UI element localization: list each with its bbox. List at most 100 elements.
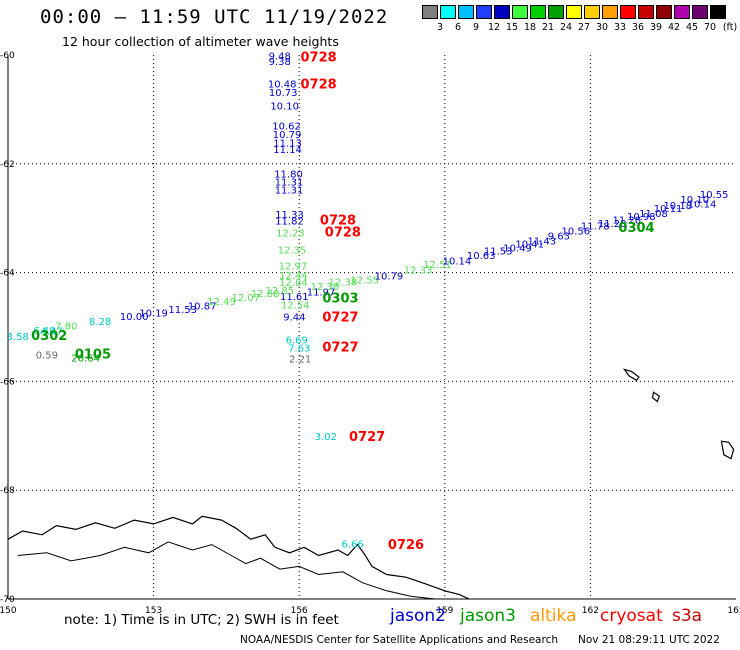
wave-height-reading: 11.82 bbox=[275, 217, 304, 228]
wave-height-reading: 12.51 bbox=[423, 260, 452, 271]
wave-height-reading: 10.62 bbox=[272, 122, 301, 133]
scale-swatch bbox=[494, 5, 510, 19]
scale-label: 30 bbox=[595, 22, 609, 33]
scale-label: 42 bbox=[667, 22, 681, 33]
lon-tick-label: 165 bbox=[727, 606, 740, 616]
scale-swatch bbox=[692, 5, 708, 19]
legend-jason3: jason3 bbox=[460, 606, 516, 626]
wave-height-reading: 10.98 bbox=[627, 212, 656, 223]
wave-height-reading: 6.69 bbox=[286, 335, 308, 346]
wave-height-reading: 6.66 bbox=[341, 539, 363, 550]
ice-shelf-edge bbox=[17, 541, 436, 600]
wave-height-reading: 11.78 bbox=[581, 222, 610, 233]
wave-height-reading: 12.54 bbox=[281, 301, 310, 312]
wave-height-reading: 12.55 bbox=[350, 275, 379, 286]
lat-tick-label: -70 bbox=[0, 595, 15, 605]
wave-height-reading: 7.80 bbox=[55, 322, 77, 333]
lat-tick-label: -60 bbox=[0, 51, 15, 61]
scale-swatch bbox=[512, 5, 528, 19]
lat-tick-label: -64 bbox=[0, 269, 15, 279]
wave-height-reading: 10.87 bbox=[188, 302, 217, 313]
wave-height-reading: 10.10 bbox=[270, 101, 299, 112]
wave-height-reading: 12.97 bbox=[279, 261, 308, 272]
wave-height-reading: 11.28 bbox=[612, 216, 641, 227]
scale-swatch bbox=[602, 5, 618, 19]
balleny-island bbox=[622, 368, 640, 382]
scale-swatch bbox=[440, 5, 456, 19]
scale-label: 3 bbox=[436, 22, 444, 33]
scale-label: 33 bbox=[613, 22, 627, 33]
lon-tick-label: 159 bbox=[436, 606, 453, 616]
scale-label: 21 bbox=[541, 22, 555, 33]
credit-line: NOAA/NESDIS Center for Satellite Applica… bbox=[240, 634, 558, 646]
wave-height-reading: 10.11 bbox=[654, 204, 683, 215]
pass-time-label: 0728 bbox=[325, 226, 361, 241]
pass-time-label: 0727 bbox=[349, 430, 385, 445]
pass-time-label: 0728 bbox=[301, 78, 337, 93]
wave-height-reading: 9.63 bbox=[548, 231, 570, 242]
pass-time-label: 0105 bbox=[75, 348, 111, 363]
wave-height-reading: 10.63 bbox=[467, 251, 496, 262]
scale-swatch bbox=[458, 5, 474, 19]
scale-swatch bbox=[422, 5, 438, 19]
scale-swatch bbox=[530, 5, 546, 19]
wave-height-reading: 11.80 bbox=[274, 169, 303, 180]
scale-unit: (ft) bbox=[722, 22, 738, 33]
scale-label: 24 bbox=[559, 22, 573, 33]
wave-height-reading: 11.61 bbox=[280, 292, 309, 303]
wave-height-reading: 2.21 bbox=[289, 354, 311, 365]
wave-height-reading: 10.55 bbox=[700, 190, 729, 201]
wave-height-reading: 11.31 bbox=[275, 178, 304, 189]
wave-height-reading: 10.48 bbox=[268, 80, 297, 91]
pass-time-label: 0302 bbox=[31, 329, 67, 344]
wave-height-reading: 11.31 bbox=[275, 186, 304, 197]
lon-tick-label: 156 bbox=[291, 606, 308, 616]
scale-label: 45 bbox=[685, 22, 699, 33]
scale-swatch bbox=[638, 5, 654, 19]
wave-height-reading: 12.85 bbox=[265, 286, 294, 297]
lon-tick-label: 150 bbox=[0, 606, 17, 616]
wave-height-reading: 10.56 bbox=[562, 227, 591, 238]
lon-tick-label: 162 bbox=[582, 606, 599, 616]
legend-s3a: s3a bbox=[672, 606, 703, 626]
scale-swatch bbox=[656, 5, 672, 19]
pass-time-label: 0728 bbox=[320, 214, 356, 229]
wave-height-reading: 7.63 bbox=[288, 343, 310, 354]
generated-timestamp: Nov 21 08:29:11 UTC 2022 bbox=[578, 634, 720, 646]
pass-time-label: 0303 bbox=[322, 292, 358, 307]
map-subtitle: 12 hour collection of altimeter wave hei… bbox=[62, 34, 339, 49]
wave-height-reading: 10.79 bbox=[273, 130, 302, 141]
scale-label: 27 bbox=[577, 22, 591, 33]
pass-time-label: 0304 bbox=[618, 221, 654, 236]
map-note: note: 1) Time is in UTC; 2) SWH is in fe… bbox=[64, 612, 339, 628]
scale-swatch bbox=[548, 5, 564, 19]
scale-swatch bbox=[674, 5, 690, 19]
wave-height-reading: 11.28 bbox=[598, 219, 627, 230]
wave-height-reading: 12.44 bbox=[279, 271, 308, 282]
map-frame bbox=[7, 55, 736, 600]
scale-label: 15 bbox=[505, 22, 519, 33]
wave-height-reading: 10.10 bbox=[680, 195, 709, 206]
wave-height-reading: 11.14 bbox=[273, 145, 302, 156]
wave-height-reading: 10.41 bbox=[515, 240, 544, 251]
pass-time-label: 0726 bbox=[388, 538, 424, 553]
wave-height-reading: 12.33 bbox=[404, 266, 433, 277]
legend-cryosat: cryosat bbox=[600, 606, 663, 626]
wave-height-reading: 8.28 bbox=[89, 317, 111, 328]
wave-height-reading: 12.49 bbox=[207, 297, 236, 308]
scale-swatch bbox=[710, 5, 726, 19]
wave-height-reading: 10.19 bbox=[139, 309, 168, 320]
wave-height-reading: 10.14 bbox=[688, 199, 717, 210]
pass-time-label: 0728 bbox=[301, 51, 337, 66]
wave-height-reading: 12.88 bbox=[251, 289, 280, 300]
wave-height-reading: 0.59 bbox=[36, 351, 58, 362]
scale-swatch bbox=[584, 5, 600, 19]
wave-height-reading: 3.02 bbox=[315, 432, 337, 443]
wave-height-readings: 9.489.3810.4810.7310.1010.6210.7911.1311… bbox=[7, 51, 729, 550]
wave-height-reading: 9.44 bbox=[283, 312, 305, 323]
wave-height-reading: 12.84 bbox=[279, 278, 308, 289]
wave-height-reading: 20.64 bbox=[71, 353, 100, 364]
pass-time-label: 0727 bbox=[322, 340, 358, 355]
scale-label: 12 bbox=[487, 22, 501, 33]
